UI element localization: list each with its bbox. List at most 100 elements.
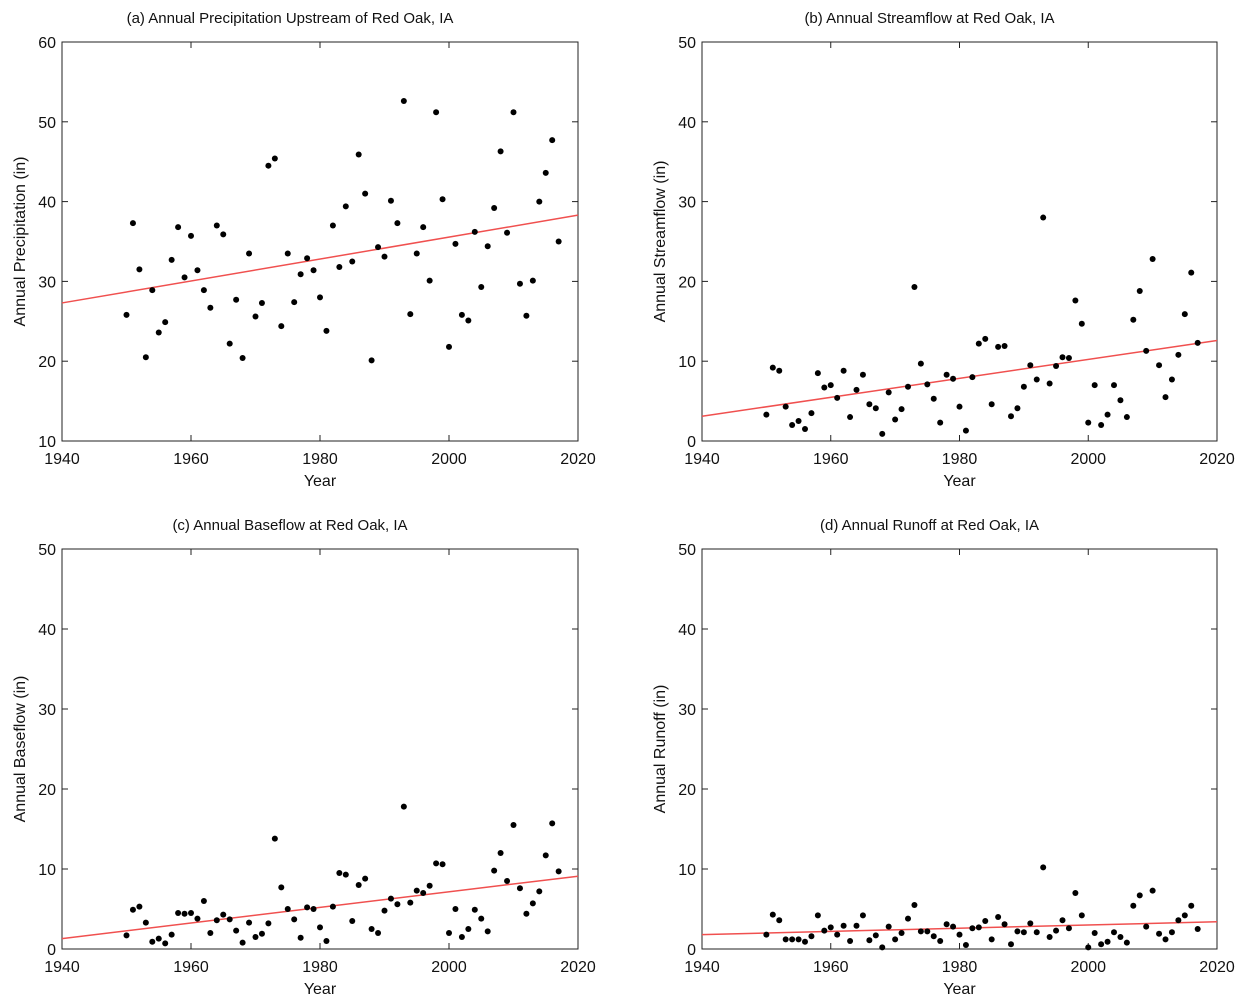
panel-precipitation: 1940 1960 1980 2000 2020 10 20 30 40 50 60 (a) Annu…: [12, 10, 596, 490]
panel-streamflow-point: [1156, 362, 1163, 369]
panel-precipitation-point: [188, 232, 194, 239]
panel-baseflow-xlabel: Year: [304, 981, 337, 997]
panel-baseflow-point: [188, 910, 194, 916]
panel-precipitation-point: [194, 267, 201, 274]
panel-baseflow-point: [336, 870, 343, 876]
panel-streamflow-point: [1181, 311, 1188, 318]
panel-baseflow-ytick-label: 30: [38, 702, 56, 719]
panel-streamflow-ylabel: Annual Streamflow (in): [652, 161, 669, 323]
panel-streamflow-point: [840, 367, 847, 374]
panel-precipitation-point: [297, 271, 304, 278]
panel-precipitation-point: [271, 155, 278, 162]
panel-runoff-point: [821, 927, 828, 934]
panel-streamflow-point: [917, 360, 924, 367]
panel-baseflow-point: [162, 940, 169, 947]
panel-precipitation-point: [310, 267, 317, 274]
panel-baseflow-xtick-label: 2000: [431, 959, 467, 976]
panel-runoff-point: [1175, 917, 1182, 924]
panel-streamflow-point: [995, 343, 1002, 350]
panel-precipitation-point: [239, 355, 246, 362]
panel-baseflow-ytick-label: 10: [38, 862, 56, 879]
panel-runoff-ytick-label: 50: [678, 542, 696, 559]
panel-baseflow-point: [420, 890, 427, 896]
panel-runoff-point: [866, 937, 873, 944]
panel-streamflow-point: [814, 370, 821, 377]
panel-runoff-point: [1111, 929, 1117, 936]
panel-runoff-point: [962, 942, 969, 948]
panel-baseflow-point: [523, 910, 530, 917]
panel-runoff-point: [1136, 892, 1143, 899]
panel-runoff-point: [1040, 864, 1047, 871]
panel-runoff-point: [1130, 902, 1137, 909]
panel-streamflow-point: [1020, 383, 1027, 390]
panel-baseflow-point: [329, 903, 336, 910]
panel-baseflow-point: [123, 932, 130, 939]
panel-runoff-ytick-label: 40: [678, 622, 696, 639]
panel-precipitation-point: [200, 287, 207, 294]
panel-streamflow-point: [1188, 269, 1195, 276]
panel-streamflow-point: [763, 411, 770, 418]
panel-precipitation-ytick-label: 60: [38, 35, 56, 52]
panel-streamflow-point: [885, 389, 892, 396]
panel-baseflow-point: [317, 924, 323, 931]
panel-baseflow-point: [207, 930, 214, 936]
panel-precipitation-point: [478, 283, 485, 290]
panel-precipitation-point: [549, 137, 556, 144]
panel-precipitation-point: [446, 343, 452, 350]
panel-runoff-point: [1053, 927, 1060, 934]
panel-precipitation-point: [213, 222, 220, 229]
panel-precipitation-point: [542, 169, 549, 176]
panel-baseflow-point: [529, 900, 536, 907]
panel-baseflow-point: [426, 882, 433, 889]
panel-precipitation-point: [433, 109, 440, 116]
panel-streamflow-ytick-label: 10: [678, 354, 696, 371]
panel-streamflow-point: [969, 374, 976, 381]
panel-streamflow-trend-line: [701, 339, 1218, 418]
panel-runoff-point: [1194, 926, 1201, 932]
panel-baseflow-point: [265, 920, 272, 927]
panel-baseflow-point: [413, 887, 420, 894]
panel-baseflow-point: [226, 916, 233, 923]
panel-streamflow-point: [1162, 394, 1169, 401]
panel-streamflow-point: [962, 427, 969, 434]
panel-baseflow-point: [400, 803, 407, 810]
panel-runoff-point: [814, 912, 821, 919]
panel-streamflow-title: (b) Annual Streamflow at Red Oak, IA: [804, 10, 1054, 27]
panel-baseflow-point: [375, 930, 382, 936]
panel-streamflow-ytick-label: 30: [678, 195, 696, 212]
panel-precipitation-point: [362, 190, 369, 197]
panel-baseflow-title: (c) Annual Baseflow at Red Oak, IA: [172, 517, 407, 534]
panel-runoff-point: [795, 936, 802, 943]
panel-precipitation-point: [497, 148, 504, 155]
panel-precipitation-ytick-label: 10: [38, 434, 56, 451]
panel-streamflow-point: [950, 375, 957, 382]
panel-precipitation-ytick-label: 40: [38, 195, 56, 212]
panel-runoff-point: [905, 915, 911, 922]
panel-precipitation-ylabel: Annual Precipitation (in): [12, 157, 29, 327]
panel-runoff-point: [988, 936, 995, 943]
panel-precipitation-point: [465, 317, 472, 324]
panel-precipitation-xtick-label: 1960: [173, 451, 209, 468]
panel-streamflow-point: [1117, 397, 1124, 404]
panel-runoff-point: [1072, 890, 1079, 896]
panel-streamflow-xtick-label: 1980: [942, 451, 978, 468]
panel-streamflow-point: [911, 283, 918, 290]
panel-runoff-point: [827, 924, 834, 931]
panel-precipitation-point: [207, 304, 214, 311]
panel-precipitation-title: (a) Annual Precipitation Upstream of Red…: [127, 10, 454, 27]
panel-precipitation-point: [265, 162, 272, 169]
panel-runoff-point: [1085, 944, 1092, 951]
panel-runoff-xlabel: Year: [943, 981, 976, 997]
panel-precipitation-point: [387, 197, 394, 204]
panel-baseflow-point: [394, 901, 401, 908]
panel-runoff-ytick-label: 30: [678, 702, 696, 719]
panel-runoff-point: [853, 922, 860, 929]
panel-baseflow-point: [484, 928, 491, 935]
panel-precipitation-point: [149, 287, 156, 294]
panel-precipitation-point: [317, 294, 323, 301]
panel-precipitation-point: [246, 250, 253, 257]
panel-streamflow-point: [1194, 339, 1201, 346]
panel-streamflow-point: [924, 381, 931, 388]
panel-streamflow-point: [1001, 343, 1008, 350]
